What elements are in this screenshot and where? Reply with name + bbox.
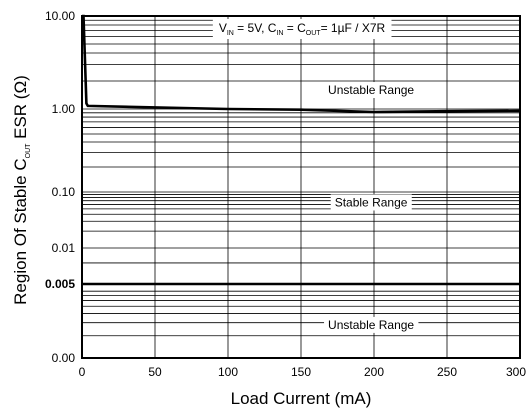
x-tick-label: 50 bbox=[148, 365, 162, 379]
x-tick-label: 250 bbox=[437, 365, 457, 379]
y-tick-label: 1.00 bbox=[52, 102, 76, 116]
y-tick-label: 0.005 bbox=[45, 277, 75, 291]
range-label-background bbox=[330, 194, 412, 211]
y-tick-label: 10.00 bbox=[45, 9, 75, 23]
range-label-background bbox=[324, 316, 419, 333]
range-label: Unstable Range bbox=[328, 318, 414, 332]
y-tick-label: 0.01 bbox=[52, 241, 76, 255]
range-label: Stable Range bbox=[335, 195, 408, 209]
y-tick-label: 0.00 bbox=[52, 351, 76, 365]
conditions-label: VIN = 5V, CIN = COUT= 1µF / X7R bbox=[219, 21, 386, 37]
annotations-layer: Unstable Range Stable Range Unstable Range bbox=[324, 82, 419, 333]
x-tick-label: 300 bbox=[506, 365, 526, 379]
y-tick-label: 0.10 bbox=[52, 185, 76, 199]
x-tick-label: 100 bbox=[218, 365, 238, 379]
y-axis-title: Region Of Stable COUT ESR (Ω) bbox=[11, 75, 32, 305]
range-label: Unstable Range bbox=[328, 83, 414, 97]
x-tick-label: 0 bbox=[79, 365, 86, 379]
plot-frame bbox=[81, 15, 521, 359]
range-label-background bbox=[324, 82, 419, 99]
x-axis-title: Load Current (mA) bbox=[231, 389, 372, 408]
tick-labels: 10.00 1.00 0.10 0.01 0.005 0.000 50 100 150 200 25… bbox=[45, 9, 526, 379]
series-layer bbox=[82, 14, 521, 286]
x-tick-label: 150 bbox=[291, 365, 311, 379]
x-tick-label: 200 bbox=[364, 365, 384, 379]
series-line bbox=[82, 14, 521, 114]
conditions-background bbox=[212, 19, 392, 39]
